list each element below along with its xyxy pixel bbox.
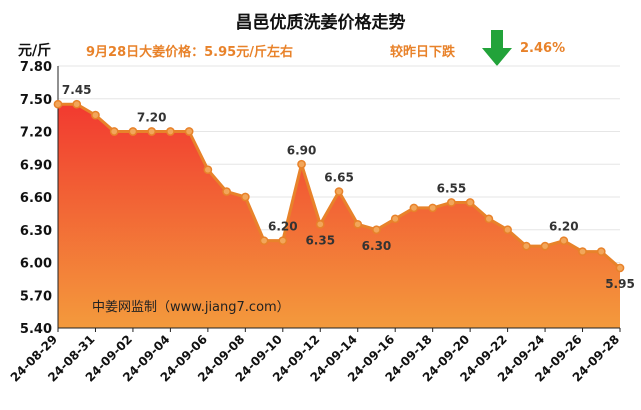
data-point <box>166 127 175 136</box>
down-arrow-icon <box>482 30 512 70</box>
price-note: 9月28日大姜价格：5.95元/斤左右 <box>86 45 293 60</box>
data-point <box>372 225 381 235</box>
y-tick-label: 7.80 <box>20 60 52 75</box>
y-tick-label: 7.50 <box>20 93 52 108</box>
data-label: 7.20 <box>137 111 167 125</box>
data-point <box>465 198 475 207</box>
data-point <box>297 159 306 169</box>
data-point <box>109 127 119 136</box>
data-point <box>53 99 63 109</box>
data-label: 6.30 <box>362 239 392 253</box>
data-label: 5.95 <box>605 277 635 291</box>
data-point <box>315 219 325 229</box>
y-tick-label: 6.00 <box>20 257 52 272</box>
data-point <box>578 247 587 256</box>
data-point <box>334 187 344 196</box>
data-point <box>503 225 512 235</box>
change-label: 较昨日下跌 <box>390 45 456 60</box>
y-axis-unit: 元/斤 <box>18 43 52 59</box>
data-label: 7.45 <box>62 83 92 97</box>
data-point <box>615 263 625 273</box>
y-tick-label: 6.30 <box>20 224 52 239</box>
price-area <box>58 104 620 328</box>
watermark-text: 中姜网监制（www.jiang7.com） <box>92 300 290 315</box>
data-point <box>390 214 400 224</box>
data-point <box>259 236 269 246</box>
data-point <box>222 187 231 196</box>
y-tick-label: 5.40 <box>20 322 52 337</box>
data-point <box>91 110 100 120</box>
data-label: 6.20 <box>268 220 298 234</box>
data-point <box>596 247 606 256</box>
y-tick-label: 6.90 <box>20 158 52 173</box>
data-point <box>203 165 213 175</box>
data-point <box>128 127 138 136</box>
data-point <box>447 198 456 207</box>
data-label: 6.65 <box>324 171 354 185</box>
data-point <box>147 127 157 136</box>
data-label: 6.20 <box>549 220 579 234</box>
data-point <box>409 203 419 213</box>
y-tick-label: 6.60 <box>20 191 52 206</box>
data-point <box>428 203 438 213</box>
data-point <box>484 214 494 224</box>
data-label: 6.90 <box>287 143 317 157</box>
y-tick-label: 7.20 <box>20 126 52 141</box>
data-label: 6.35 <box>305 233 335 247</box>
data-point <box>240 192 250 202</box>
data-point <box>353 219 363 229</box>
chart-title: 昌邑优质洗姜价格走势 <box>235 13 406 33</box>
data-point <box>72 99 82 109</box>
y-tick-label: 5.70 <box>20 289 52 304</box>
change-percent: 2.46% <box>520 41 566 56</box>
data-point <box>184 127 194 136</box>
data-point <box>521 241 531 251</box>
data-point <box>278 236 288 246</box>
data-point <box>559 236 569 246</box>
data-label: 6.55 <box>437 181 467 195</box>
data-point <box>540 241 550 251</box>
